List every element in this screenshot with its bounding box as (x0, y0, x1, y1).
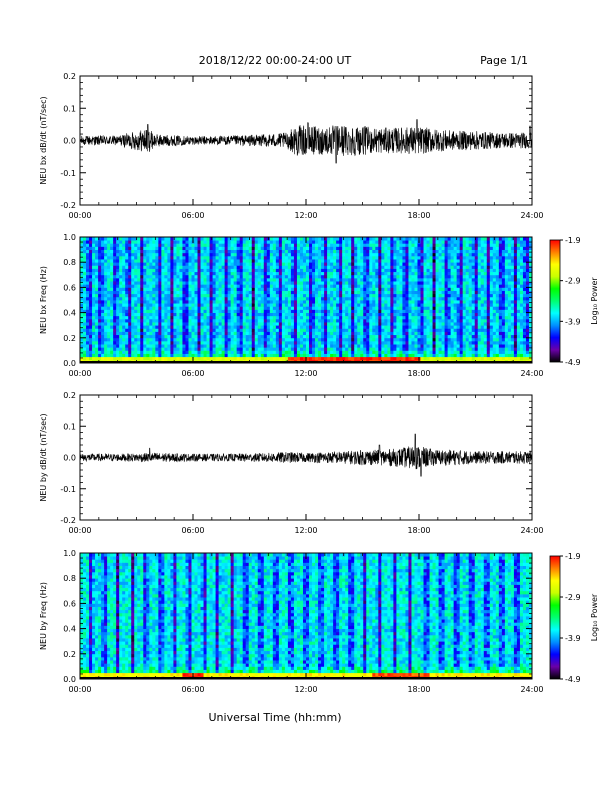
x-tick-label: 12:00 (294, 211, 317, 220)
y-tick-label: 0.4 (63, 625, 76, 634)
y-tick-label: 1.0 (63, 233, 76, 242)
magnetometer-panel-0: 00:00 06:00 12:00 18:00 24:00 0.2 0.1 0.0 -0.1 -0… (39, 72, 544, 220)
x-tick-label: 12:00 (294, 526, 317, 535)
x-tick-label: 06:00 (181, 211, 204, 220)
x-tick-label: 06:00 (181, 369, 204, 378)
x-tick-label: 18:00 (407, 211, 430, 220)
y-tick-label: 0.2 (63, 334, 76, 343)
y-axis-label: NEU bx dB/dt (nT/sec) (39, 96, 48, 184)
x-tick-label: 12:00 (294, 369, 317, 378)
spectrogram-panel-3: 00:00 06:00 12:00 18:00 24:00 1.0 0.8 0.6 0.4 0.2… (39, 549, 544, 694)
y-tick-label: 0.0 (63, 359, 76, 368)
y-tick-label: 0.2 (63, 72, 76, 81)
colorbar-label: Log₁₀ Power (590, 277, 599, 325)
y-tick-label: -0.1 (60, 169, 76, 178)
y-axis-label: NEU by dB/dt (nT/sec) (39, 413, 48, 501)
x-tick-label: 18:00 (407, 369, 430, 378)
colorbar-1: -1.9 -2.9 -3.9 -4.9 Log₁₀ Power (549, 236, 599, 367)
colorbar-tick-label: -1.9 (565, 552, 581, 561)
figure-title: 2018/12/22 00:00-24:00 UT (199, 54, 352, 67)
colorbar-label: Log₁₀ Power (590, 593, 599, 641)
y-tick-label: -0.2 (60, 516, 76, 525)
y-tick-label: 0.2 (63, 650, 76, 659)
colorbar-gradient (549, 555, 561, 680)
x-tick-label: 24:00 (520, 211, 543, 220)
y-tick-label: 0.1 (63, 104, 76, 113)
y-tick-label: 0.8 (63, 258, 76, 267)
y-tick-label: 0.6 (63, 599, 76, 608)
colorbar-tick-label: -2.9 (565, 277, 581, 286)
colorbar-tick-label: -4.9 (565, 675, 581, 684)
y-tick-label: -0.2 (60, 201, 76, 210)
x-tick-label: 24:00 (520, 369, 543, 378)
x-axis-label: Universal Time (hh:mm) (209, 711, 342, 724)
y-tick-label: 0.1 (63, 422, 76, 431)
spectrogram-cells (80, 237, 532, 363)
y-tick-label: 0.0 (63, 454, 76, 463)
colorbar-tick-label: -1.9 (565, 236, 581, 245)
x-tick-label: 00:00 (68, 369, 91, 378)
colorbar-tick-label: -2.9 (565, 593, 581, 602)
x-tick-label: 24:00 (520, 685, 543, 694)
y-tick-label: 0.4 (63, 309, 76, 318)
x-tick-label: 06:00 (181, 685, 204, 694)
waveform-series (79, 119, 533, 164)
colorbar-tick-label: -3.9 (565, 317, 581, 326)
y-tick-label: 1.0 (63, 549, 76, 558)
y-tick-label: 0.8 (63, 574, 76, 583)
x-tick-label: 06:00 (181, 526, 204, 535)
panels-group: 00:00 06:00 12:00 18:00 24:00 0.2 0.1 0.0 -0.1 -0… (39, 72, 599, 694)
spectrogram-cells (80, 553, 532, 679)
y-tick-label: 0.6 (63, 283, 76, 292)
x-tick-label: 00:00 (68, 526, 91, 535)
page-indicator: Page 1/1 (480, 54, 528, 67)
colorbar-gradient (549, 239, 561, 363)
x-tick-label: 24:00 (520, 526, 543, 535)
magnetometer-panel-2: 00:00 06:00 12:00 18:00 24:00 0.2 0.1 0.0 -0.1 -0… (39, 391, 544, 535)
colorbar-tick-label: -4.9 (565, 358, 581, 367)
y-axis-label: NEU bx Freq (Hz) (39, 266, 48, 334)
x-tick-label: 00:00 (68, 685, 91, 694)
spectrogram-panel-1: 00:00 06:00 12:00 18:00 24:00 1.0 0.8 0.6 0.4 0.2… (39, 233, 544, 378)
x-tick-label: 18:00 (407, 685, 430, 694)
x-tick-label: 00:00 (68, 211, 91, 220)
x-tick-label: 12:00 (294, 685, 317, 694)
y-axis-label: NEU by Freq (Hz) (39, 582, 48, 650)
y-tick-label: 0.2 (63, 391, 76, 400)
y-tick-label: 0.0 (63, 137, 76, 146)
y-tick-label: 0.0 (63, 675, 76, 684)
x-tick-label: 18:00 (407, 526, 430, 535)
colorbar-3: -1.9 -2.9 -3.9 -4.9 Log₁₀ Power (549, 552, 599, 684)
colorbar-tick-label: -3.9 (565, 634, 581, 643)
waveform-series (79, 433, 533, 477)
y-tick-label: -0.1 (60, 485, 76, 494)
